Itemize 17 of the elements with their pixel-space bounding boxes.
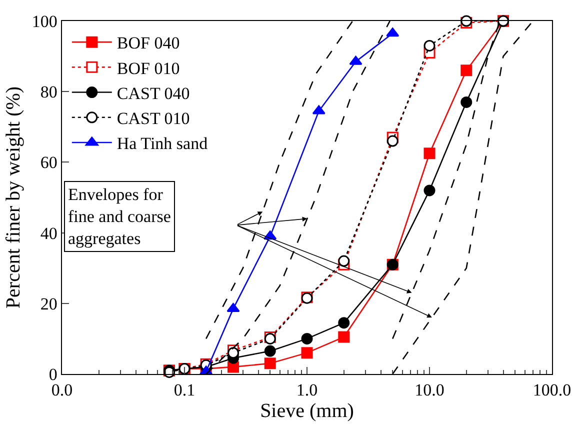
y-tick-label: 40 xyxy=(40,224,58,243)
legend-label: BOF 010 xyxy=(116,58,180,78)
legend-label: BOF 040 xyxy=(116,34,180,53)
x-axis-title: Sieve (mm) xyxy=(260,400,354,422)
y-tick-label: 60 xyxy=(40,153,58,172)
legend-label: CAST 010 xyxy=(116,109,190,128)
x-tick-label: 100.0 xyxy=(532,380,572,400)
legend-label: CAST 040 xyxy=(116,84,190,103)
x-tick-label: 1.0 xyxy=(296,380,318,400)
y-tick-label: 80 xyxy=(40,82,58,102)
x-tick-label: 0.1 xyxy=(174,380,196,400)
y-axis-title: Percent finer by weight (%) xyxy=(2,86,24,309)
annotation: Envelopes for fine and coarse aggregates xyxy=(68,185,171,248)
y-tick-label: 20 xyxy=(40,294,58,314)
x-tick-label: 10.0 xyxy=(414,380,444,400)
y-tick-label: 100 xyxy=(32,12,58,31)
legend-label: Ha Tinh sand xyxy=(116,134,208,154)
